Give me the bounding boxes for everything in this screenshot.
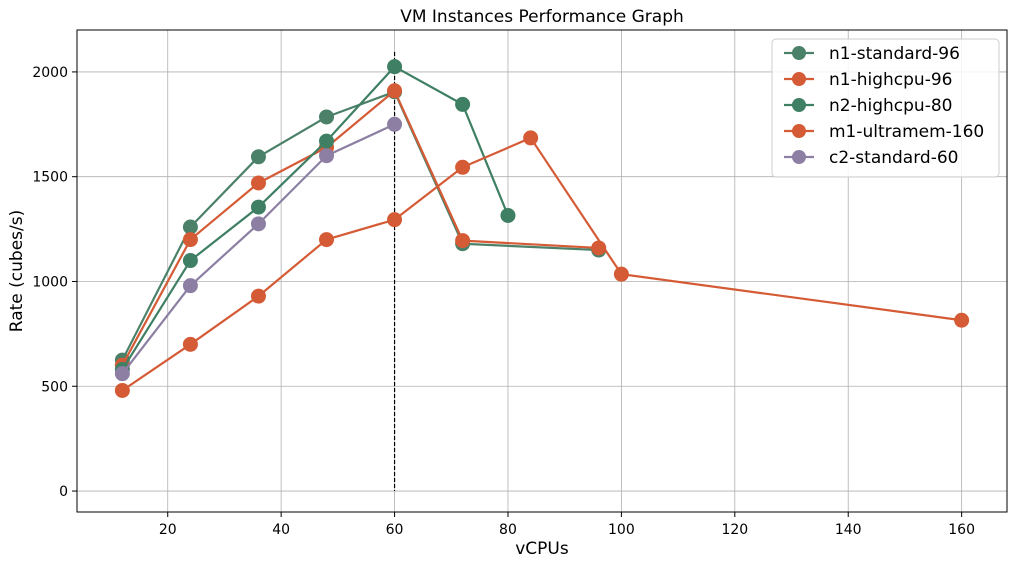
legend: n1-standard-96 n1-highcpu-96 n2-highcpu-80…: [771, 38, 1000, 178]
legend-item: m1-ultramem-160: [784, 122, 984, 142]
data-point: [387, 59, 403, 75]
legend-item: c2-standard-60: [784, 148, 958, 168]
data-point: [114, 382, 130, 398]
data-point: [250, 216, 266, 232]
y-tick-label: 2000: [32, 65, 68, 81]
y-tick-label: 1500: [32, 170, 68, 186]
data-point: [250, 175, 266, 191]
data-point: [500, 207, 516, 223]
legend-item: n1-standard-96: [784, 44, 960, 64]
series-n2-highcpu-80: [114, 59, 516, 377]
data-point: [455, 96, 471, 112]
legend-marker: [792, 72, 806, 86]
data-point: [387, 116, 403, 132]
x-tick-label: 100: [608, 522, 635, 538]
legend-item: n1-highcpu-96: [784, 70, 952, 90]
tick-layer: 20 40 60 80 100 120 140 160 0 500 1000 1500 2000: [32, 65, 975, 538]
legend-label: m1-ultramem-160: [829, 122, 984, 142]
data-point: [250, 288, 266, 304]
data-point: [455, 159, 471, 175]
y-axis-label: Rate (cubes/s): [7, 210, 27, 332]
x-tick-label: 140: [835, 522, 862, 538]
series-m1-ultramem-160: [114, 130, 970, 398]
data-point: [523, 130, 539, 146]
x-axis-label: vCPUs: [515, 539, 569, 559]
x-tick-label: 40: [272, 522, 290, 538]
data-point: [319, 232, 335, 248]
legend-label: n1-standard-96: [829, 44, 960, 64]
data-point: [182, 278, 198, 294]
legend-box: [771, 38, 1000, 178]
plot-frame: [76, 29, 1008, 513]
legend-marker: [792, 150, 806, 164]
data-point: [182, 232, 198, 248]
series-c2-standard-60: [114, 116, 403, 382]
legend-label: c2-standard-60: [829, 148, 958, 168]
data-point: [319, 109, 335, 125]
data-point: [319, 133, 335, 149]
legend-marker: [792, 124, 806, 138]
chart-title: VM Instances Performance Graph: [400, 7, 684, 27]
data-point: [182, 336, 198, 352]
series-layer: [114, 59, 970, 398]
y-tick-label: 1000: [32, 274, 68, 290]
data-point: [387, 212, 403, 228]
data-point: [250, 199, 266, 215]
legend-item: n2-highcpu-80: [784, 96, 952, 116]
data-point: [182, 253, 198, 269]
legend-label: n2-highcpu-80: [829, 96, 952, 116]
x-tick-label: 80: [499, 522, 517, 538]
x-tick-label: 20: [159, 522, 177, 538]
legend-label: n1-highcpu-96: [829, 70, 952, 90]
legend-marker: [792, 98, 806, 112]
series-n1-standard-96: [114, 84, 607, 368]
data-point: [182, 219, 198, 235]
y-tick-label: 500: [41, 379, 68, 395]
x-tick-label: 60: [386, 522, 404, 538]
x-tick-label: 120: [721, 522, 748, 538]
legend-marker: [792, 46, 806, 60]
data-point: [954, 312, 970, 328]
data-point: [387, 83, 403, 99]
data-point: [319, 148, 335, 164]
data-point: [114, 366, 130, 382]
data-point: [455, 233, 471, 249]
data-point: [250, 149, 266, 165]
data-point: [613, 266, 629, 282]
x-tick-label: 160: [948, 522, 975, 538]
y-tick-label: 0: [59, 484, 68, 500]
